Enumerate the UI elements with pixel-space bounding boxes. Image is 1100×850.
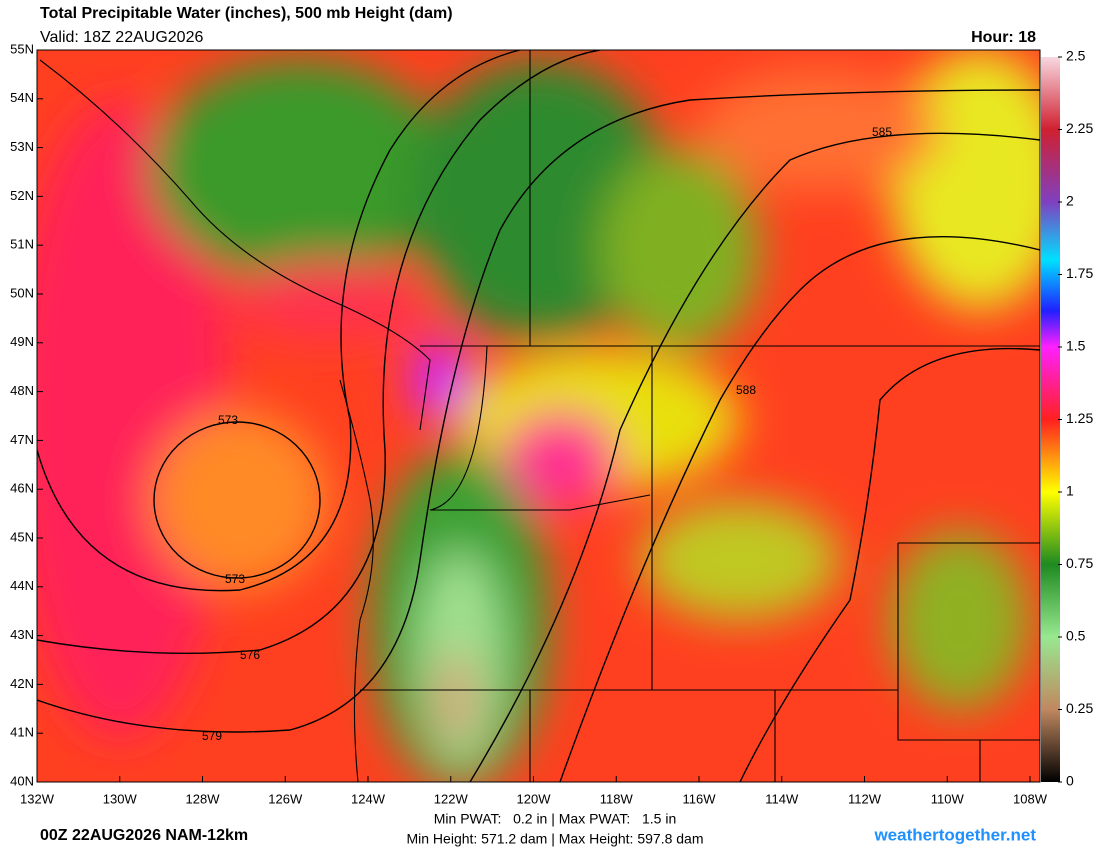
colorbar-label: 0 <box>1066 773 1074 789</box>
colorbar-label: 2.25 <box>1066 120 1093 136</box>
lat-label: 41N <box>10 725 34 740</box>
lat-label: 50N <box>10 285 34 300</box>
colorbar-label: 0.75 <box>1066 555 1093 571</box>
lat-label: 49N <box>10 334 34 349</box>
lat-label: 46N <box>10 481 34 496</box>
contour-label: 588 <box>736 383 756 397</box>
contour-label: 585 <box>872 125 892 139</box>
lat-label: 47N <box>10 432 34 447</box>
map-frame <box>36 49 1041 783</box>
lat-label: 43N <box>10 627 34 642</box>
model-run: 00Z 22AUG2026 NAM-12km <box>40 827 248 844</box>
colorbar-label: 2.5 <box>1066 48 1086 64</box>
title: Total Precipitable Water (inches), 500 m… <box>40 5 453 22</box>
lat-label: 53N <box>10 139 34 154</box>
lon-label: 110W <box>931 791 965 806</box>
contour-label: 573 <box>225 572 245 586</box>
lon-label: 114W <box>765 791 799 806</box>
colorbar-label: 0.5 <box>1066 628 1086 644</box>
contour-label: 573 <box>218 413 238 427</box>
lon-label: 124W <box>351 791 386 806</box>
colorbar-label: 0.25 <box>1066 700 1093 716</box>
lon-label: 126W <box>268 791 303 806</box>
map: 573 573 576 579 585 588 <box>37 50 1040 782</box>
forecast-hour: Hour: 18 <box>971 29 1036 46</box>
lon-label: 130W <box>103 791 138 806</box>
contour-label: 576 <box>240 648 260 662</box>
lat-label: 52N <box>10 188 34 203</box>
lat-label: 55N <box>10 41 34 56</box>
lon-label: 112W <box>848 791 882 806</box>
lon-label: 120W <box>517 791 552 806</box>
lon-label: 116W <box>683 791 717 806</box>
lat-label: 40N <box>10 773 34 788</box>
lon-label: 128W <box>186 791 221 806</box>
lat-label: 51N <box>10 237 34 252</box>
lat-label: 48N <box>10 383 34 398</box>
height-contours <box>37 50 1040 782</box>
colorbar-label: 1.25 <box>1066 410 1093 426</box>
height-range: Min Height: 571.2 dam | Max Height: 597.… <box>406 831 703 847</box>
colorbar-label: 1.75 <box>1066 265 1093 281</box>
lat-label: 44N <box>10 578 34 593</box>
colorbar-label: 2 <box>1066 193 1074 209</box>
contour-label: 579 <box>202 729 222 743</box>
colorbar <box>1041 57 1060 782</box>
lat-label: 54N <box>10 90 34 105</box>
lat-label: 42N <box>10 676 34 691</box>
valid-time: Valid: 18Z 22AUG2026 <box>40 29 203 46</box>
lat-label: 45N <box>10 529 34 544</box>
lon-label: 132W <box>20 791 55 806</box>
colorbar-label: 1 <box>1066 483 1074 499</box>
pwat-range: Min PWAT: 0.2 in | Max PWAT: 1.5 in <box>434 811 676 827</box>
lon-label: 118W <box>600 791 634 806</box>
lon-label: 108W <box>1013 791 1048 806</box>
colorbar-label: 1.5 <box>1066 338 1086 354</box>
lon-label: 122W <box>434 791 469 806</box>
site-credit: weathertogether.net <box>873 825 1036 844</box>
